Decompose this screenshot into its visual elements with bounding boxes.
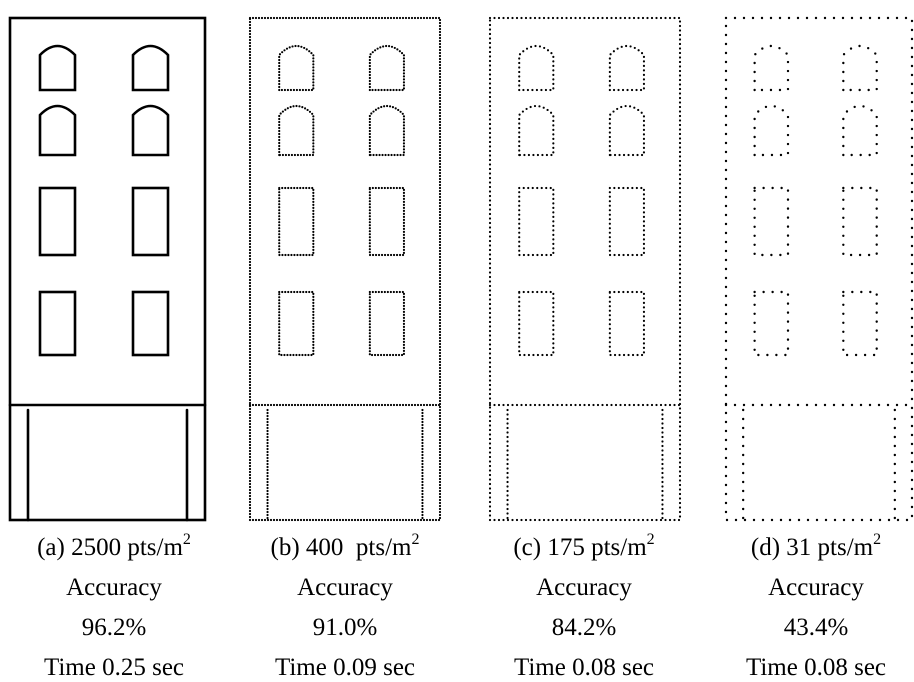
arched-window xyxy=(610,106,644,155)
exponent: 2 xyxy=(647,531,655,548)
exponent: 2 xyxy=(873,531,881,548)
accuracy: 96.2% xyxy=(0,608,228,648)
accuracy: 43.4% xyxy=(702,608,914,648)
arched-window xyxy=(133,106,168,155)
density-label: (d) 31 pts/m xyxy=(751,534,873,561)
time: Time 0.09 sec xyxy=(231,648,459,682)
arched-window xyxy=(843,106,876,155)
figure: (a) 2500 pts/m2Accuracy96.2%Time 0.25 se… xyxy=(0,0,914,682)
arched-window xyxy=(755,46,788,90)
facade-outline xyxy=(490,18,680,520)
window xyxy=(279,188,313,255)
window xyxy=(843,292,876,355)
facade-outline xyxy=(10,18,205,520)
point-clouds xyxy=(0,0,914,530)
arched-window xyxy=(370,46,404,90)
density: (a) 2500 pts/m2 xyxy=(0,528,228,568)
arched-window xyxy=(40,106,75,155)
window xyxy=(40,188,75,255)
arched-window xyxy=(519,46,553,90)
arched-window xyxy=(843,46,876,90)
window xyxy=(279,292,313,355)
time: Time 0.25 sec xyxy=(0,648,228,682)
window xyxy=(843,188,876,255)
arched-window xyxy=(519,106,553,155)
accuracy: 91.0% xyxy=(231,608,459,648)
window xyxy=(370,188,404,255)
window xyxy=(755,292,788,355)
arched-window xyxy=(610,46,644,90)
time: Time 0.08 sec xyxy=(702,648,914,682)
metric: Accuracy xyxy=(702,568,914,608)
arched-window xyxy=(279,106,313,155)
density-label: (b) 400 pts/m xyxy=(271,534,412,561)
window xyxy=(755,188,788,255)
density: (c) 175 pts/m2 xyxy=(470,528,698,568)
time: Time 0.08 sec xyxy=(470,648,698,682)
density: (d) 31 pts/m2 xyxy=(702,528,914,568)
window xyxy=(133,188,168,255)
density-label: (c) 175 pts/m xyxy=(513,534,646,561)
facade-outline xyxy=(250,18,440,520)
accuracy: 84.2% xyxy=(470,608,698,648)
metric: Accuracy xyxy=(470,568,698,608)
facade-outline xyxy=(726,18,912,520)
window xyxy=(40,292,75,355)
window xyxy=(519,188,553,255)
window xyxy=(610,292,644,355)
arched-window xyxy=(133,46,168,90)
metric: Accuracy xyxy=(231,568,459,608)
arched-window xyxy=(755,106,788,155)
exponent: 2 xyxy=(183,531,191,548)
density-label: (a) 2500 pts/m xyxy=(37,534,183,561)
window xyxy=(519,292,553,355)
window xyxy=(610,188,644,255)
exponent: 2 xyxy=(411,531,419,548)
arched-window xyxy=(40,46,75,90)
metric: Accuracy xyxy=(0,568,228,608)
arched-window xyxy=(279,46,313,90)
window xyxy=(370,292,404,355)
density: (b) 400 pts/m2 xyxy=(231,528,459,568)
arched-window xyxy=(370,106,404,155)
window xyxy=(133,292,168,355)
